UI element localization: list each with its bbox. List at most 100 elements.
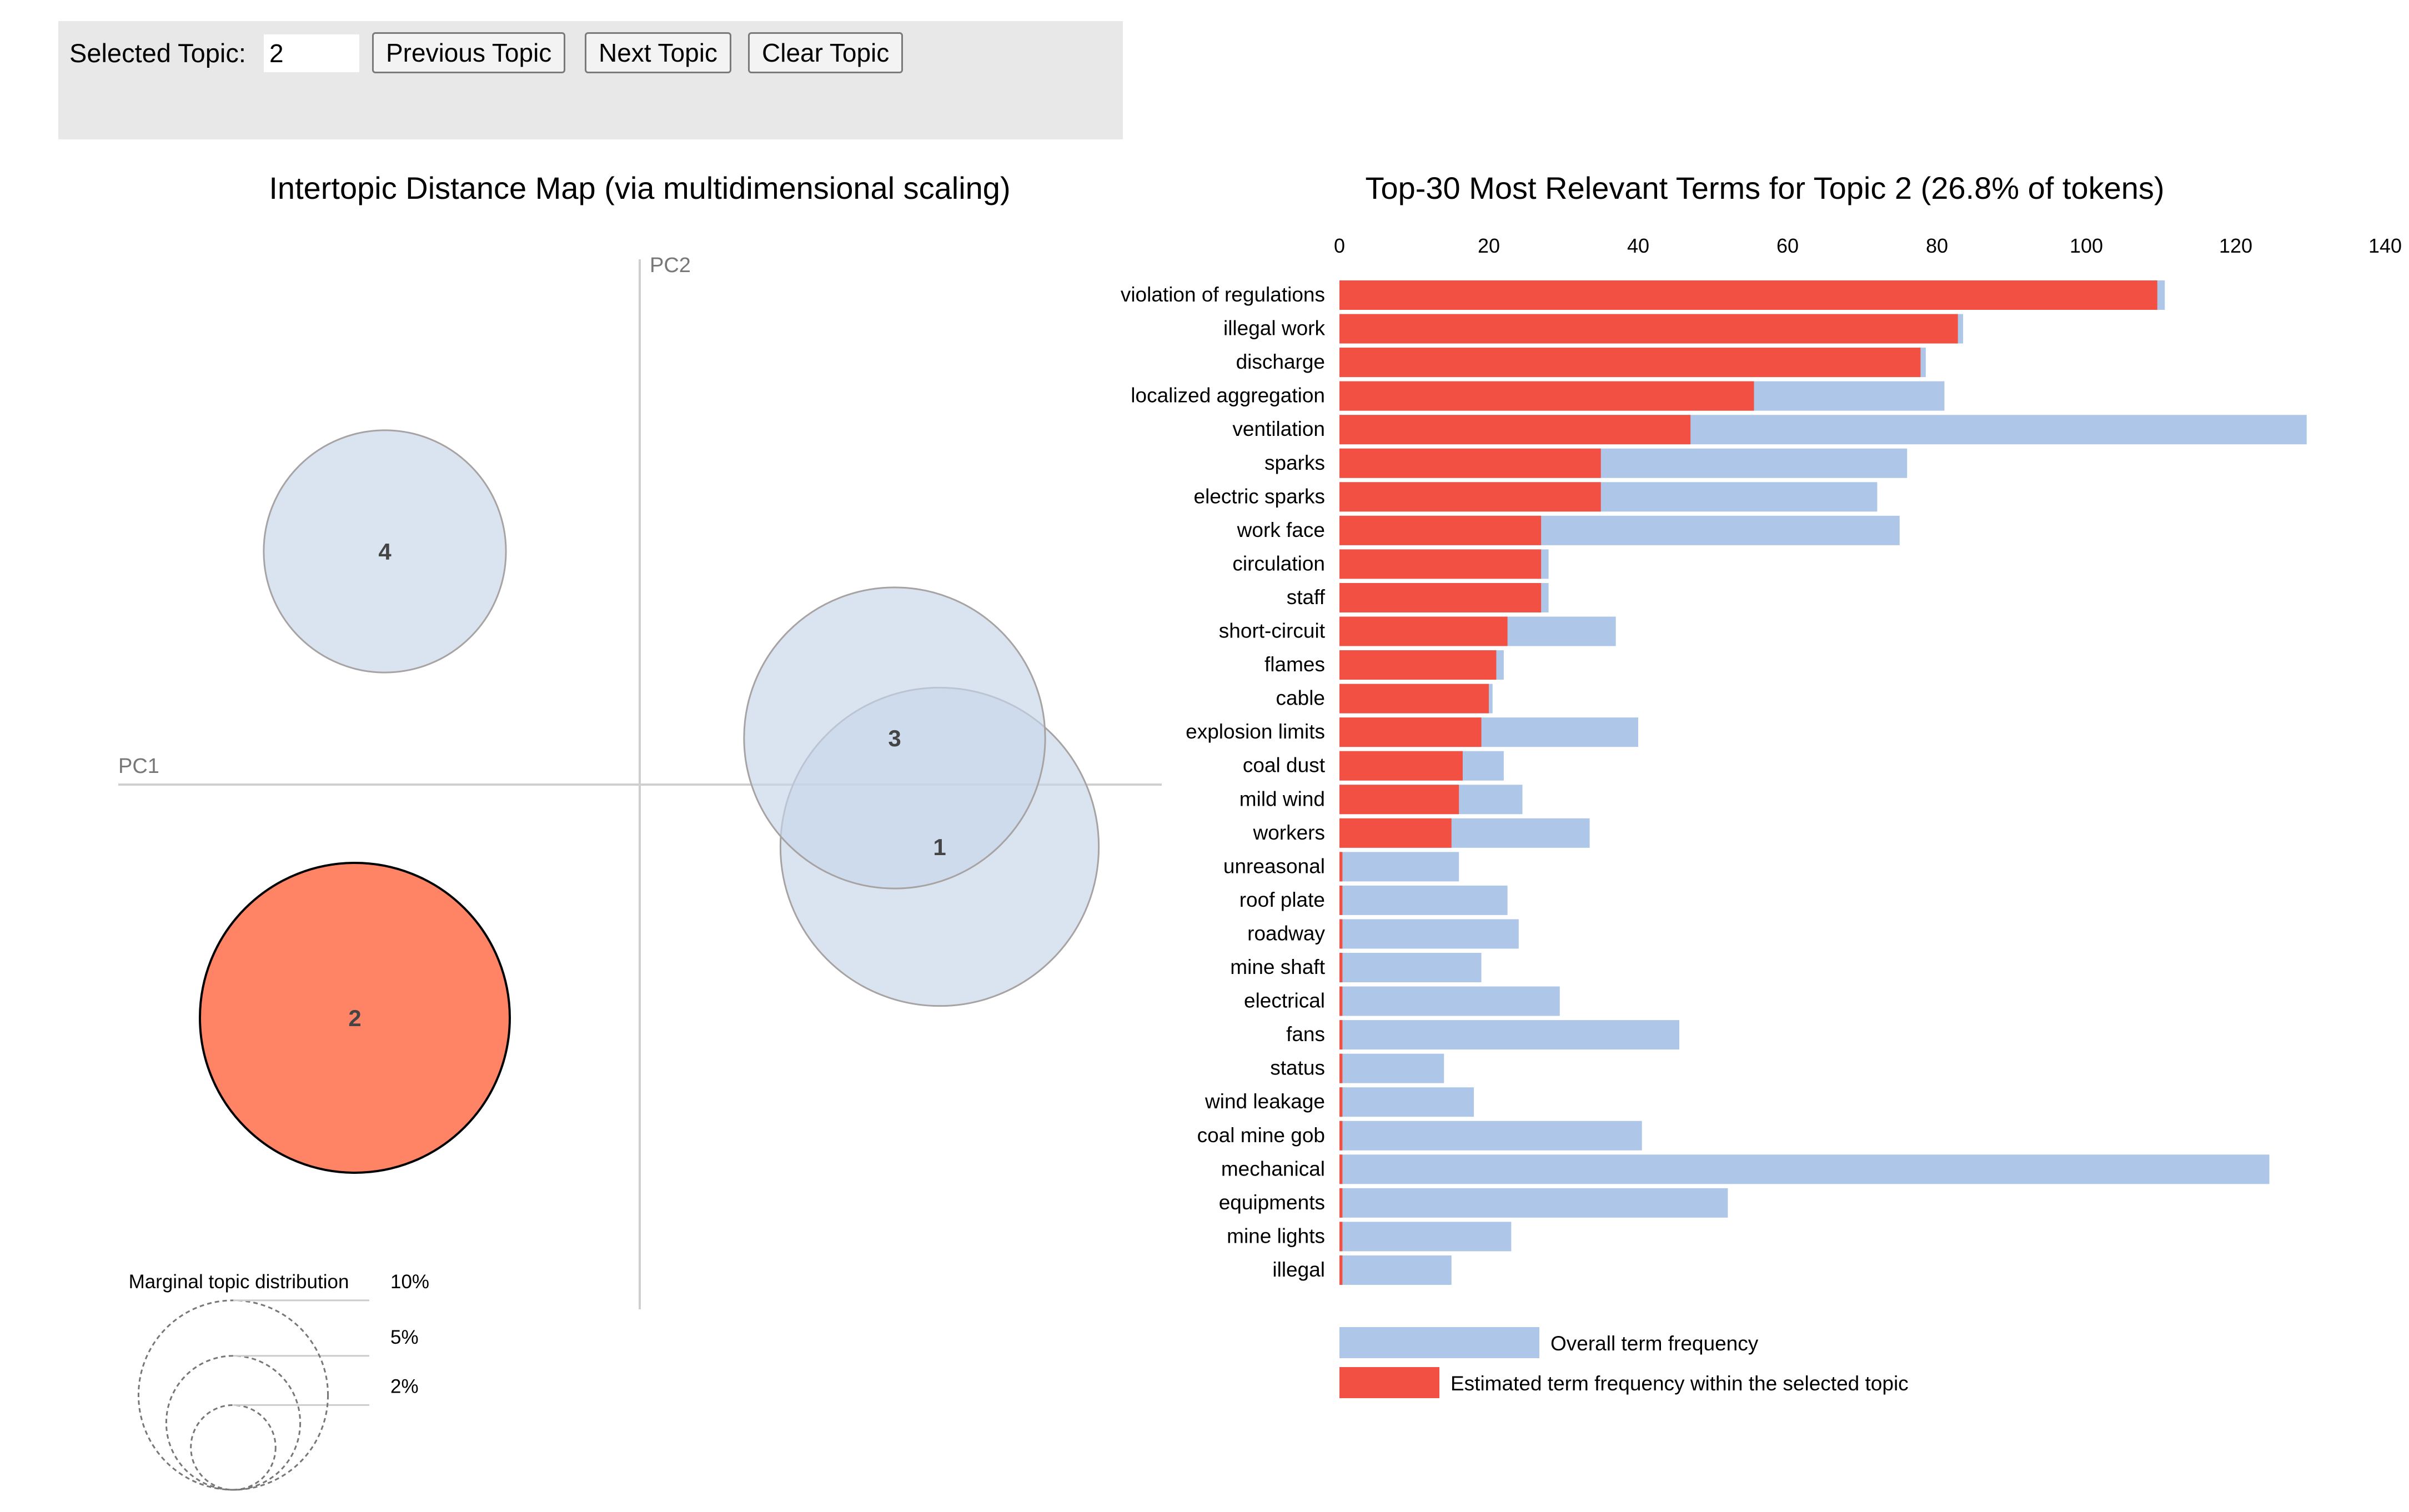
overall-frequency-bar[interactable] bbox=[1339, 1255, 1452, 1285]
overall-frequency-bar[interactable] bbox=[1339, 1188, 1728, 1218]
topic-frequency-bar[interactable] bbox=[1339, 885, 1343, 915]
control-panel: Selected Topic: Previous Topic Next Topi… bbox=[58, 21, 1123, 139]
next-topic-button[interactable]: Next Topic bbox=[585, 32, 731, 73]
term-label[interactable]: violation of regulations bbox=[1121, 283, 1325, 306]
overall-frequency-bar[interactable] bbox=[1339, 1053, 1444, 1083]
overall-frequency-bar[interactable] bbox=[1339, 919, 1519, 949]
topic-frequency-bar[interactable] bbox=[1339, 953, 1343, 982]
term-label[interactable]: wind leakage bbox=[1204, 1090, 1325, 1113]
topic-frequency-bar[interactable] bbox=[1339, 1222, 1343, 1252]
topic-frequency-bar[interactable] bbox=[1339, 751, 1463, 781]
topic-frequency-bar[interactable] bbox=[1339, 616, 1508, 646]
term-label[interactable]: workers bbox=[1252, 821, 1325, 844]
term-label[interactable]: mine shaft bbox=[1230, 956, 1325, 978]
overall-frequency-bar[interactable] bbox=[1339, 986, 1560, 1016]
pc2-label: PC2 bbox=[650, 254, 691, 277]
x-tick-label: 60 bbox=[1776, 234, 1799, 257]
x-tick-label: 140 bbox=[2368, 234, 2402, 257]
legend-overall-label: Overall term frequency bbox=[1550, 1332, 1759, 1355]
bar-chart-title: Top-30 Most Relevant Terms for Topic 2 (… bbox=[1365, 170, 2164, 205]
topic-frequency-bar[interactable] bbox=[1339, 684, 1489, 714]
term-label[interactable]: status bbox=[1270, 1057, 1325, 1079]
topic-circle-3[interactable] bbox=[743, 586, 1046, 890]
term-label[interactable]: coal dust bbox=[1243, 754, 1326, 777]
topic-frequency-bar[interactable] bbox=[1339, 381, 1754, 411]
term-label[interactable]: flames bbox=[1264, 653, 1325, 676]
marginal-legend-label: 5% bbox=[390, 1327, 419, 1348]
overall-frequency-bar[interactable] bbox=[1339, 1154, 2270, 1184]
overall-frequency-bar[interactable] bbox=[1339, 1222, 1512, 1252]
legend-topic-swatch bbox=[1339, 1367, 1439, 1398]
overall-frequency-bar[interactable] bbox=[1339, 1087, 1474, 1117]
term-label[interactable]: illegal bbox=[1272, 1258, 1325, 1281]
legend-topic-label: Estimated term frequency within the sele… bbox=[1451, 1372, 1909, 1395]
topic-frequency-bar[interactable] bbox=[1339, 1255, 1343, 1285]
topic-label-1: 1 bbox=[933, 834, 946, 860]
topic-frequency-bar[interactable] bbox=[1339, 852, 1343, 882]
topic-circle-2[interactable] bbox=[199, 862, 511, 1174]
topic-frequency-bar[interactable] bbox=[1339, 1121, 1343, 1151]
overall-frequency-bar[interactable] bbox=[1339, 1020, 1679, 1050]
overall-frequency-bar[interactable] bbox=[1339, 1121, 1642, 1151]
term-label[interactable]: work face bbox=[1237, 519, 1325, 541]
term-label[interactable]: short-circuit bbox=[1219, 620, 1326, 642]
topic-label-3: 3 bbox=[888, 725, 901, 751]
term-label[interactable]: cable bbox=[1276, 687, 1325, 710]
marginal-legend-circle bbox=[190, 1404, 277, 1491]
topic-frequency-bar[interactable] bbox=[1339, 515, 1542, 545]
term-label[interactable]: explosion limits bbox=[1186, 720, 1325, 743]
topic-frequency-bar[interactable] bbox=[1339, 1053, 1343, 1083]
topic-frequency-bar[interactable] bbox=[1339, 482, 1601, 512]
topic-circle-4[interactable] bbox=[263, 429, 507, 674]
term-label[interactable]: mild wind bbox=[1239, 787, 1325, 810]
term-label[interactable]: fans bbox=[1286, 1023, 1325, 1046]
topic-frequency-bar[interactable] bbox=[1339, 582, 1542, 612]
topic-frequency-bar[interactable] bbox=[1339, 1087, 1343, 1117]
topic-frequency-bar[interactable] bbox=[1339, 348, 1921, 378]
topic-frequency-bar[interactable] bbox=[1339, 415, 1691, 445]
x-tick-label: 0 bbox=[1334, 234, 1345, 257]
term-label[interactable]: electric sparks bbox=[1194, 485, 1325, 508]
x-tick-label: 40 bbox=[1627, 234, 1649, 257]
term-label[interactable]: sparks bbox=[1264, 451, 1325, 474]
term-label[interactable]: discharge bbox=[1236, 350, 1325, 373]
topic-frequency-bar[interactable] bbox=[1339, 650, 1497, 680]
term-label[interactable]: mechanical bbox=[1221, 1157, 1325, 1180]
term-label[interactable]: localized aggregation bbox=[1131, 384, 1325, 407]
topic-frequency-bar[interactable] bbox=[1339, 1154, 1343, 1184]
overall-frequency-bar[interactable] bbox=[1339, 885, 1508, 915]
term-label[interactable]: coal mine gob bbox=[1197, 1124, 1325, 1147]
term-label[interactable]: circulation bbox=[1232, 552, 1325, 575]
topic-frequency-bar[interactable] bbox=[1339, 785, 1459, 815]
clear-topic-button[interactable]: Clear Topic bbox=[748, 32, 904, 73]
term-label[interactable]: roof plate bbox=[1239, 888, 1325, 911]
topic-frequency-bar[interactable] bbox=[1339, 986, 1343, 1016]
marginal-legend-circle bbox=[137, 1299, 329, 1491]
overall-frequency-bar[interactable] bbox=[1339, 852, 1459, 882]
topic-frequency-bar[interactable] bbox=[1339, 549, 1542, 579]
topic-frequency-bar[interactable] bbox=[1339, 919, 1343, 949]
relevant-terms-chart: Top-30 Most Relevant Terms for Topic 2 (… bbox=[1121, 170, 2402, 1398]
term-label[interactable]: equipments bbox=[1219, 1191, 1325, 1214]
term-label[interactable]: staff bbox=[1287, 586, 1326, 609]
topic-frequency-bar[interactable] bbox=[1339, 717, 1482, 747]
term-label[interactable]: illegal work bbox=[1223, 317, 1326, 340]
term-label[interactable]: electrical bbox=[1244, 989, 1325, 1012]
topic-frequency-bar[interactable] bbox=[1339, 1188, 1343, 1218]
topic-frequency-bar[interactable] bbox=[1339, 1020, 1343, 1050]
term-label[interactable]: roadway bbox=[1247, 922, 1325, 945]
term-label[interactable]: unreasonal bbox=[1223, 855, 1325, 877]
term-label[interactable]: mine lights bbox=[1227, 1224, 1325, 1247]
topic-frequency-bar[interactable] bbox=[1339, 818, 1452, 848]
legend-overall-swatch bbox=[1339, 1327, 1539, 1358]
topic-frequency-bar[interactable] bbox=[1339, 314, 1958, 344]
selected-topic-input[interactable] bbox=[264, 34, 359, 72]
topic-frequency-bar[interactable] bbox=[1339, 280, 2157, 310]
topic-frequency-bar[interactable] bbox=[1339, 448, 1601, 478]
map-title: Intertopic Distance Map (via multidimens… bbox=[269, 170, 1010, 205]
term-label[interactable]: ventilation bbox=[1232, 418, 1325, 440]
x-tick-label: 20 bbox=[1478, 234, 1500, 257]
previous-topic-button[interactable]: Previous Topic bbox=[372, 32, 566, 73]
overall-frequency-bar[interactable] bbox=[1339, 953, 1482, 982]
